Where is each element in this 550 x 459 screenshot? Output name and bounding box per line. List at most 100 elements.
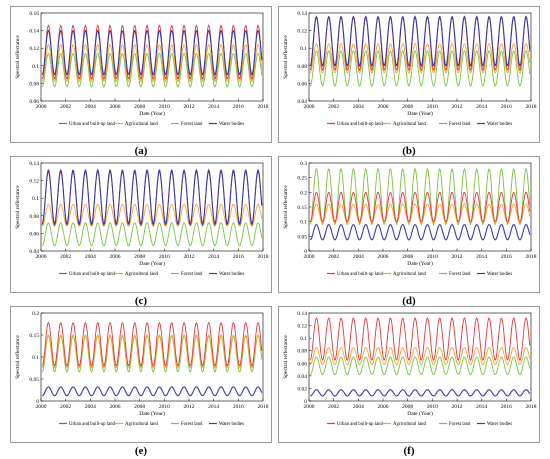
y-tick-label: 0.08 [29, 214, 39, 220]
y-tick-label: 0.1 [300, 46, 307, 52]
legend-label-3: Forest land [181, 422, 203, 427]
series-line-1 [309, 191, 531, 223]
chart-panel-5: 0 0.05 0.1 0.15 0.2 2000 2002 2004 2006 2008 2010 2… [10, 306, 272, 443]
y-tick-label: 0.08 [29, 81, 39, 87]
y-tick-label: 0.06 [29, 231, 39, 237]
y-tick-label: 0.12 [29, 179, 39, 185]
x-tick-label: 2012 [452, 104, 463, 110]
legend-label-4: Water bodies [219, 422, 244, 427]
y-tick-label: 0.3 [300, 161, 307, 167]
x-tick-label: 2012 [452, 254, 463, 260]
x-tick-label: 2004 [85, 104, 96, 110]
x-tick-label: 2000 [36, 104, 47, 110]
y-tick-label: 0.05 [29, 377, 39, 383]
x-tick-label: 2010 [159, 404, 170, 410]
y-tick-label: 0.1 [32, 64, 39, 70]
x-tick-label: 2002 [328, 254, 339, 260]
y-tick-label: 0.08 [297, 64, 307, 70]
legend-label-4: Water bodies [487, 122, 512, 127]
x-tick-label: 2016 [501, 254, 512, 260]
series-line-1 [41, 321, 263, 367]
x-tick-label: 2016 [501, 104, 512, 110]
series-line-4 [42, 386, 263, 397]
x-axis-label: Date (Year) [139, 110, 165, 117]
x-tick-label: 2010 [159, 104, 170, 110]
x-tick-label: 2008 [134, 104, 145, 110]
y-tick-label: 0.14 [297, 311, 307, 317]
series-line-4 [309, 15, 531, 67]
x-tick-label: 2014 [476, 104, 487, 110]
y-tick-label: 0.15 [29, 333, 39, 339]
legend-label-3: Forest land [449, 272, 471, 277]
y-tick-label: 0.02 [297, 386, 307, 392]
x-tick-label: 2016 [233, 104, 244, 110]
legend-label-1: Urban and built-up land [337, 422, 384, 427]
series-line-2 [309, 347, 531, 366]
y-tick-label: 0.06 [29, 99, 39, 105]
legend-label-1: Urban and built-up land [337, 272, 384, 277]
y-tick-label: 0 [304, 399, 307, 405]
y-tick-label: 0.16 [29, 11, 39, 17]
x-tick-label: 2016 [233, 254, 244, 260]
y-tick-label: 0.12 [29, 46, 39, 52]
x-tick-label: 2002 [60, 404, 71, 410]
panel-letter: (f) [403, 445, 415, 457]
x-tick-label: 2014 [476, 404, 487, 410]
x-tick-label: 2004 [353, 104, 364, 110]
series-line-3 [41, 52, 263, 88]
y-tick-label: 0.14 [29, 29, 39, 35]
plot-area [40, 312, 264, 402]
y-tick-label: 0.1 [300, 336, 307, 342]
y-axis-label: Spectral reflectance [282, 335, 289, 379]
x-tick-label: 2000 [36, 404, 47, 410]
x-tick-label: 2010 [159, 254, 170, 260]
panel-letter: (a) [134, 145, 148, 157]
panel-letter: (c) [134, 295, 148, 307]
legend-label-1: Urban and built-up land [69, 422, 116, 427]
plot-area [308, 162, 532, 252]
y-axis-label: Spectral reflectance [14, 185, 21, 229]
x-tick-label: 2006 [378, 254, 389, 260]
x-tick-label: 2012 [184, 104, 195, 110]
x-tick-label: 2004 [353, 404, 364, 410]
y-tick-label: 0.04 [297, 374, 307, 380]
y-tick-label: 0.12 [297, 29, 307, 35]
x-axis-label: Date (Year) [139, 410, 165, 417]
x-tick-label: 2000 [36, 254, 47, 260]
plot-area [40, 162, 264, 252]
x-axis-label: Date (Year) [407, 110, 433, 117]
x-tick-label: 2004 [85, 404, 96, 410]
series-line-2 [41, 43, 263, 83]
y-tick-label: 0.1 [32, 355, 39, 361]
panel-letter: (e) [134, 445, 148, 457]
y-tick-label: 0.2 [300, 190, 307, 196]
y-tick-label: 0.15 [297, 205, 307, 211]
chart-panel-1: 0.06 0.08 0.1 0.12 0.14 0.16 2000 2002 2004 2006 2… [10, 6, 272, 143]
legend-label-1: Urban and built-up land [337, 122, 384, 127]
x-tick-label: 2010 [427, 404, 438, 410]
x-axis-label: Date (Year) [407, 410, 433, 417]
x-tick-label: 2014 [208, 404, 219, 410]
x-tick-label: 2014 [208, 104, 219, 110]
series-line-4 [41, 168, 263, 226]
chart-panel-2: 0.04 0.06 0.08 0.1 0.12 0.14 2000 2002 2004 2006 2… [278, 6, 540, 143]
y-tick-label: 0.04 [297, 99, 307, 105]
y-tick-label: 0.06 [297, 361, 307, 367]
chart-svg: 0.06 0.08 0.1 0.12 0.14 0.16 2000 2002 2004 2006 2… [14, 11, 269, 127]
series-line-2 [309, 203, 531, 224]
series-line-2 [41, 334, 263, 369]
series-line-4 [309, 223, 531, 241]
plot-area [40, 12, 264, 102]
x-tick-label: 2018 [258, 104, 269, 110]
x-tick-label: 2018 [526, 104, 537, 110]
legend-label-3: Forest land [181, 272, 203, 277]
x-tick-label: 2012 [184, 404, 195, 410]
x-tick-label: 2004 [353, 254, 364, 260]
chart-svg: 0.04 0.06 0.08 0.1 0.12 0.14 2000 2002 2004 2006 2… [14, 161, 269, 277]
y-tick-label: 0.08 [297, 349, 307, 355]
legend-label-3: Forest land [181, 122, 203, 127]
panel-letter: (b) [402, 145, 416, 157]
chart-svg: 0.04 0.06 0.08 0.1 0.12 0.14 2000 2002 2004 2006 2… [282, 11, 537, 127]
x-tick-label: 2016 [501, 404, 512, 410]
